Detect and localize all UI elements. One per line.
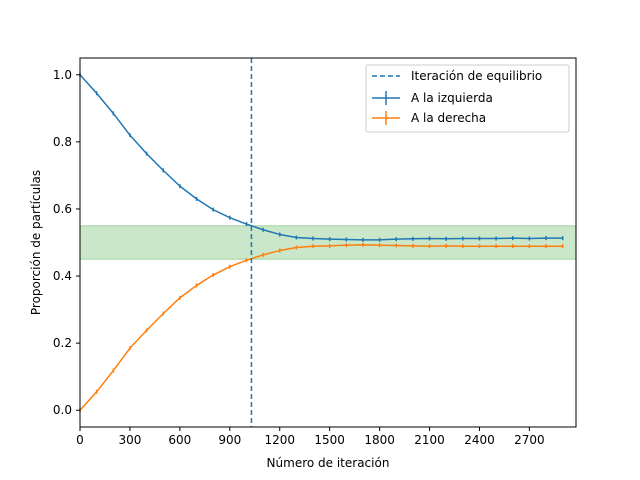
x-tick-label-9: 2700	[514, 433, 545, 447]
series-line-1	[79, 244, 563, 411]
x-tick-label-5: 1500	[314, 433, 345, 447]
legend-equilibrium-label: Iteración de equilibrio	[411, 69, 542, 83]
series-layer	[79, 72, 564, 413]
legend-right-label: A la derecha	[411, 111, 486, 125]
legend: Iteración de equilibrio A la izquierda A…	[365, 64, 570, 133]
y-tick-label-2: 0.4	[53, 269, 72, 283]
y-axis-ticks: 0.0 0.2 0.4 0.6 0.8 1.0	[53, 68, 80, 417]
x-axis-ticks: 0 300 600 900 1200 1500 1800 2100 2400 2700	[76, 427, 545, 447]
series-line-0	[79, 74, 563, 241]
x-tick-label-8: 2400	[464, 433, 495, 447]
x-tick-label-2: 600	[168, 433, 191, 447]
x-tick-label-4: 1200	[264, 433, 295, 447]
y-tick-label-4: 0.8	[53, 135, 72, 149]
x-tick-label-0: 0	[76, 433, 84, 447]
equilibrium-band	[79, 225, 577, 260]
y-tick-label-1: 0.2	[53, 336, 72, 350]
equilibrium-band-layer	[79, 225, 577, 260]
y-tick-label-0: 0.0	[53, 403, 72, 417]
x-tick-label-1: 300	[118, 433, 141, 447]
legend-left-label: A la izquierda	[411, 91, 493, 105]
y-axis-label: Proporción de partículas	[29, 170, 43, 315]
y-tick-label-5: 1.0	[53, 68, 72, 82]
x-axis-label: Número de iteración	[267, 456, 390, 470]
x-tick-label-7: 2100	[414, 433, 445, 447]
x-tick-label-3: 900	[218, 433, 241, 447]
y-tick-label-3: 0.6	[53, 202, 72, 216]
legend-box	[365, 64, 570, 133]
x-tick-label-6: 1800	[364, 433, 395, 447]
plot-frame	[79, 57, 577, 428]
